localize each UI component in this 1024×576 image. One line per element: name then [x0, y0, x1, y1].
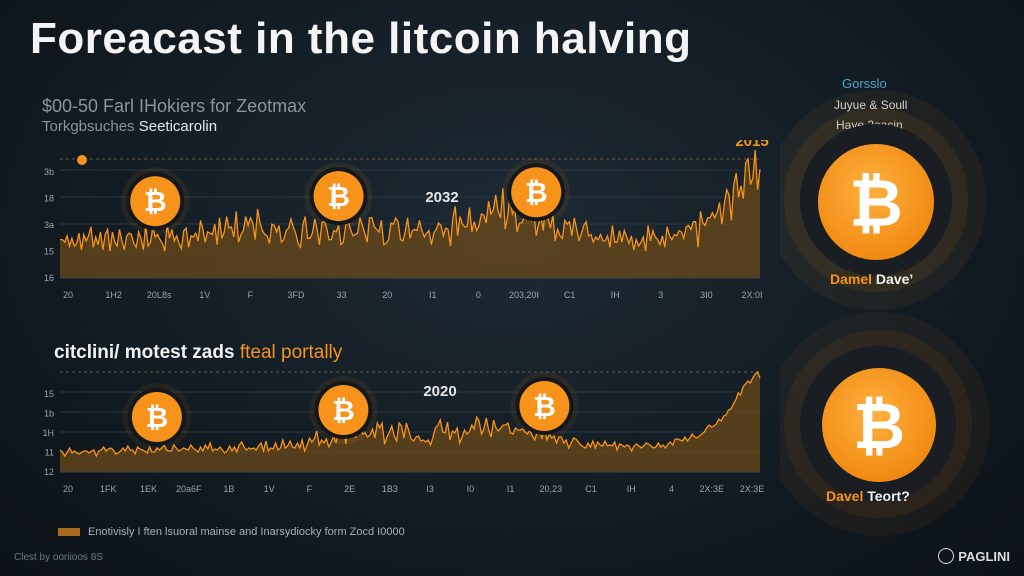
coin-caption-bottom: Davel Teort?	[826, 488, 910, 504]
chart-1-xtick-label: 0	[476, 290, 481, 300]
chart-2-ytick-label: 1b	[44, 409, 54, 419]
chart-bottom: 15 1b 1H 11 12 20 1FK 1EK 20a6F 1B 1V F 2E 1B3 I3 I0 I1 2…	[42, 360, 765, 494]
chart-2-xtick-label: 1FK	[100, 484, 117, 494]
chart-1-bitcoin-marker-icon: ₿	[502, 158, 571, 227]
chart-1-xtick-label: 3I0	[700, 290, 713, 300]
chart-2-series-line	[59, 370, 761, 458]
chart-2-xtick-label: 20a6F	[176, 484, 202, 494]
chart-2-xtick-label: 20	[63, 484, 73, 494]
footer-legend-text: Enotivisly I ften lsuoral mainse and Ina…	[88, 526, 405, 538]
chart-2-marker-coin	[519, 381, 570, 431]
chart-1-xtick-label: 203,20I	[509, 290, 539, 300]
coin-caption-top-white: Dave’	[875, 271, 914, 287]
subtitle-line-2-prefix: Torkgbsuches	[42, 118, 139, 135]
legend-heading: Gorsslo	[842, 76, 887, 91]
chart-2-marker-coin	[318, 385, 369, 435]
subtitle-line-2-emphasis: Seeticarolin	[138, 118, 218, 135]
svg-text:₿: ₿	[853, 390, 905, 462]
chart-1-ytick-label: 18	[44, 194, 54, 204]
chart-1-xtick-label: 33	[337, 290, 347, 300]
chart-2-ytick-label: 1H	[42, 428, 54, 438]
chart-2-bitcoin-marker-icon: ₿	[510, 372, 579, 440]
chart-2-xtick-label: 1B	[223, 484, 234, 494]
chart-2-ytick-label: 15	[44, 389, 54, 399]
chart-2-xtick-label: 20,23	[540, 484, 563, 494]
chart-2-xtick-label: 2E	[344, 484, 355, 494]
chart-1-xtick-label: 20L8s	[147, 290, 172, 300]
chart-1-bitcoin-marker-icon: ₿	[304, 162, 373, 231]
chart-2-xtick-label: IH	[627, 484, 636, 494]
chart-1-xtick-label: 1V	[199, 290, 210, 300]
chart-2-marker-symbol: ₿	[145, 402, 168, 433]
coin-caption-bottom-white: Teort?	[867, 488, 910, 504]
chart-1-reference-dot	[77, 155, 87, 165]
chart-2-marker-symbol: ₿	[533, 391, 556, 422]
coin-caption-bottom-orange: Davel	[826, 488, 864, 504]
chart-1-xtick-label: 3FD	[287, 290, 305, 300]
page-title: Foreacast in the litcoin halving	[30, 14, 692, 63]
chart-1-area	[60, 150, 760, 278]
chart-2-annotation-1: 2020	[423, 383, 456, 400]
chart-1-xtick-label: 1H2	[105, 290, 122, 300]
brand-name: PAGLINI	[958, 548, 1010, 564]
chart-1-xtick-label: 2X:0I	[741, 290, 762, 300]
chart-2-xtick-label: 4	[669, 484, 674, 494]
chart-2-xtick-label: 1V	[264, 484, 275, 494]
chart-1-xtick-label: C1	[564, 290, 576, 300]
chart-1-xtick-label: 3	[658, 290, 663, 300]
chart-1-marker-symbol: ₿	[144, 186, 167, 217]
chart-2-ytick-label: 11	[45, 448, 54, 458]
source-note: Clest by ooriioos 8S	[14, 552, 103, 563]
svg-text:₿: ₿	[849, 166, 903, 240]
chart-1-ytick-label: 3b	[44, 167, 54, 177]
chart-1-bitcoin-marker-icon: ₿	[121, 167, 190, 236]
chart-2-xtick-label: 2X:3E	[699, 484, 724, 494]
chart-2-marker-coin	[131, 392, 182, 442]
chart-1-marker-symbol: ₿	[327, 181, 350, 212]
chart-2-marker-symbol: ₿	[332, 395, 355, 426]
chart-2-annotation-2: 3049	[731, 360, 764, 364]
section-2-title-emphasis: fteal portally	[239, 342, 343, 363]
chart-1-annotation-2: 2015	[735, 140, 768, 150]
chart-1-ytick-label: 16	[44, 273, 54, 283]
chart-2-ytick-label: 12	[44, 467, 54, 477]
chart-1-marker-coin	[313, 171, 364, 222]
chart-1-series-line	[60, 149, 761, 252]
chart-1-marker-coin	[130, 176, 181, 227]
chart-2-area	[60, 372, 760, 472]
chart-1-ytick-label: 15	[44, 247, 54, 257]
footer-legend-swatch	[58, 528, 80, 536]
chart-2-bitcoin-marker-icon: ₿	[122, 383, 191, 451]
chart-1-xtick-label: IH	[611, 290, 620, 300]
coin-caption-top: Damel Dave’	[830, 271, 913, 287]
legend-line-1: Juyue & Soull	[834, 98, 908, 112]
brand-logo: PAGLINI	[938, 548, 1010, 564]
chart-1-marker-coin	[511, 167, 562, 218]
chart-2-xtick-label: 2X:3E	[740, 484, 765, 494]
bitcoin-coin-icon-large-top: ₿	[818, 144, 934, 260]
section-2-title-text: citclini/ motest zads	[54, 342, 235, 363]
bitcoin-coin-icon-large-bottom: ₿	[822, 368, 936, 482]
chart-2-xtick-label: 1EK	[140, 484, 157, 494]
subtitle-line-1: $00-50 Farl IHokiers for Zeotmax	[42, 96, 307, 116]
subtitle-line-2: Torkgbsuches Seeticarolin	[42, 118, 217, 135]
coin-caption-top-orange: Damel	[830, 271, 873, 287]
chart-1-xtick-label: I1	[429, 290, 437, 300]
chart-2-xtick-label: I3	[426, 484, 434, 494]
chart-1-xtick-label: F	[248, 290, 254, 300]
chart-1-marker-symbol: ₿	[525, 177, 548, 208]
chart-1-xtick-label: 20	[63, 290, 73, 300]
chart-2-xtick-label: F	[307, 484, 313, 494]
chart-top: 3b 18 3a 15 16 20 1H2 20L8s 1V F 3FD 33 20 I1 0 203,20I…	[44, 140, 769, 300]
chart-2-xtick-label: I1	[507, 484, 515, 494]
chart-2-xtick-label: 1B3	[382, 484, 398, 494]
brand-icon	[938, 548, 955, 564]
chart-1-xtick-label: 20	[382, 290, 392, 300]
chart-1-ytick-label: 3a	[44, 220, 54, 230]
chart-2-bitcoin-marker-icon: ₿	[309, 376, 378, 444]
chart-2-xtick-label: I0	[467, 484, 475, 494]
chart-2-xtick-label: C1	[585, 484, 597, 494]
section-2-title: citclini/ motest zads fteal portally	[54, 342, 342, 364]
chart-1-annotation-1: 2032	[425, 189, 458, 206]
